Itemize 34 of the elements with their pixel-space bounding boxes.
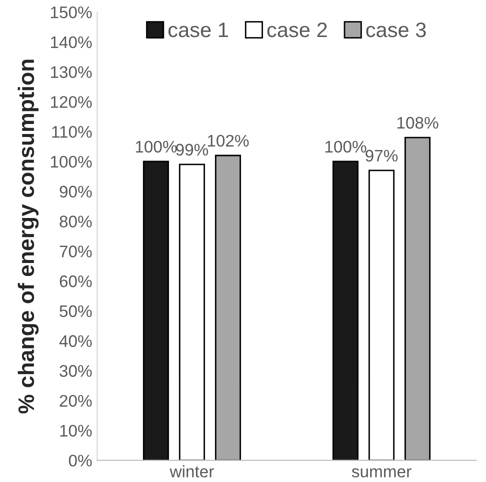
data-label: 100%: [136, 140, 177, 153]
y-tick-label: 10%: [60, 424, 92, 437]
data-label: 97%: [366, 150, 398, 162]
data-label: 99%: [176, 144, 208, 156]
y-tick-label: 90%: [60, 186, 92, 198]
y-tick-label: 30%: [60, 365, 92, 377]
y-tick-label: 100%: [50, 156, 92, 168]
bar: [404, 136, 431, 460]
legend-label: case 1: [168, 22, 228, 38]
y-tick-label: 40%: [59, 335, 92, 347]
y-tick-label: 140%: [50, 36, 92, 48]
data-label: 108%: [397, 116, 438, 129]
y-axis-title: % change of energy consumption: [18, 60, 39, 414]
y-tick-label: 110%: [52, 126, 92, 138]
legend-label: case 2: [267, 22, 327, 38]
data-label: 100%: [325, 140, 366, 153]
y-tick-label: 130%: [50, 66, 92, 78]
y-tick-label: 80%: [60, 216, 92, 228]
x-tick-label: winter: [170, 465, 214, 478]
y-tick-label: 150%: [50, 6, 92, 18]
y-tick-label: 0%: [68, 454, 92, 467]
x-tick-label: summer: [352, 468, 412, 478]
y-tick-label: 120%: [50, 96, 92, 108]
bar: [214, 154, 241, 460]
legend-label: case 3: [366, 22, 426, 38]
bar: [368, 170, 395, 460]
data-label: 102%: [208, 134, 249, 147]
y-tick-label: 50%: [60, 305, 92, 318]
bar: [142, 160, 169, 460]
y-tick-label: 20%: [60, 394, 92, 407]
bar: [178, 164, 205, 460]
y-tick-label: 60%: [60, 275, 92, 288]
bar: [332, 160, 359, 460]
y-tick-label: 70%: [60, 246, 92, 258]
